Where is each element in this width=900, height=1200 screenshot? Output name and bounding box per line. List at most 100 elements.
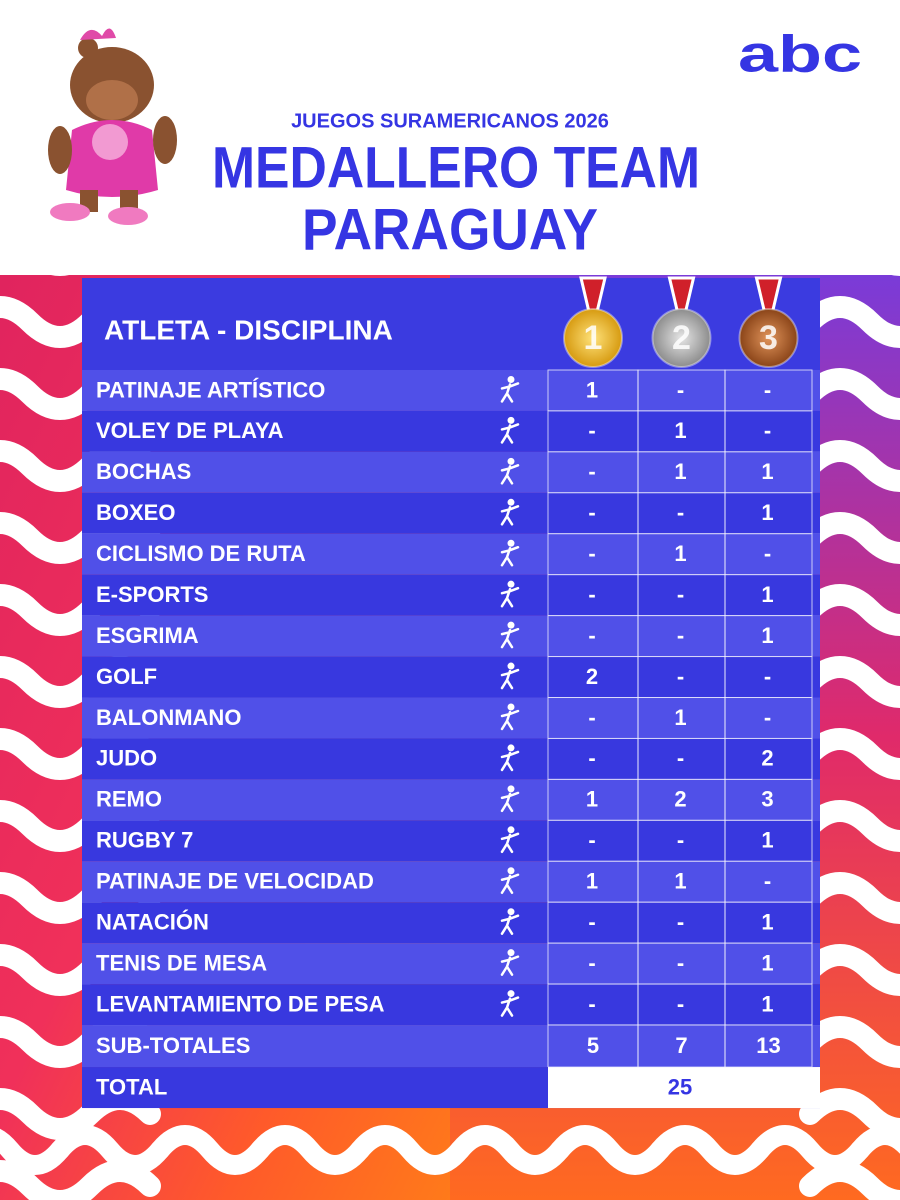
wave (799, 584, 900, 636)
medal-count: 1 (674, 541, 686, 566)
wave (350, 1125, 470, 1175)
medal (738, 308, 799, 368)
medal-count: - (588, 582, 595, 607)
medal-count: 1 (674, 705, 686, 730)
wave (50, 1125, 170, 1175)
medal-count: 1 (761, 910, 773, 935)
sport-icon (507, 785, 515, 793)
sport-icon (500, 382, 520, 403)
title-line: PARAGUAY (302, 197, 598, 262)
sport-icon (507, 744, 515, 752)
medal-count: 1 (586, 869, 598, 894)
wave (799, 872, 900, 924)
sport-icon (507, 621, 515, 629)
medal-count: - (764, 664, 771, 689)
wave (799, 944, 900, 996)
medal-count: - (588, 828, 595, 853)
sport-icon (507, 867, 515, 875)
sport-icon (507, 908, 515, 916)
medal-count: 1 (761, 950, 773, 975)
wave (799, 1016, 900, 1068)
medal-count: - (588, 746, 595, 771)
medal-count: - (677, 582, 684, 607)
subtotal-label: SUB-TOTALES (96, 1033, 250, 1058)
table-row (82, 738, 820, 780)
sport-icon (500, 545, 520, 567)
medal-count: - (677, 664, 684, 689)
medal-count: - (677, 991, 684, 1016)
medal-count: 1 (586, 377, 598, 402)
sport-icon (507, 990, 515, 998)
wave (799, 728, 900, 780)
table-row (82, 533, 820, 575)
medal-count: 2 (761, 746, 773, 771)
subtotal-value: 5 (587, 1033, 599, 1058)
sport-icon (500, 914, 520, 935)
discipline: REMO (96, 787, 162, 812)
sport-icon (507, 826, 515, 834)
medal-count: - (677, 746, 684, 771)
table-row (82, 656, 820, 698)
wave (550, 1125, 670, 1175)
sport-icon (500, 791, 520, 813)
discipline: PATINAJE ARTÍSTICO (96, 377, 325, 402)
medal-count: - (588, 418, 595, 443)
wave (799, 800, 900, 852)
medal-label: 3 (759, 319, 778, 357)
medal-count: - (764, 869, 771, 894)
medal-count: 2 (586, 664, 598, 689)
medal-count: - (588, 459, 595, 484)
total-value: 25 (668, 1074, 692, 1099)
wave (650, 1125, 770, 1175)
discipline: PATINAJE DE VELOCIDAD (96, 869, 374, 894)
wave (850, 1125, 900, 1160)
sport-icon (507, 539, 515, 547)
discipline: BALONMANO (96, 705, 241, 730)
medal-count: 1 (586, 787, 598, 812)
sport-icon (500, 750, 520, 772)
table-row (82, 451, 820, 493)
wave (450, 1125, 570, 1175)
medal-count: 1 (674, 418, 686, 443)
medal-count: - (588, 541, 595, 566)
table-row (82, 492, 820, 534)
logo: abc (738, 26, 862, 84)
sport-icon (507, 416, 515, 424)
medal-table: ATLETA - DISCIPLINA 1 2 3 PATINAJE ARTÍSTICO… (82, 276, 820, 1109)
discipline: VOLEY DE PLAYA (96, 418, 284, 443)
total-label: TOTAL (96, 1074, 167, 1099)
table-row (82, 943, 820, 985)
discipline: LEVANTAMIENTO DE PESA (96, 991, 385, 1016)
discipline: TENIS DE MESA (96, 950, 267, 975)
sport-icon (500, 709, 520, 731)
title-line: MEDALLERO TEAM (212, 135, 700, 200)
medal-count: - (588, 500, 595, 525)
discipline: GOLF (96, 664, 157, 689)
medal-count: 1 (761, 623, 773, 648)
medal-count: - (677, 500, 684, 525)
medal-count: - (677, 910, 684, 935)
medal-count: - (677, 950, 684, 975)
medal-count: - (588, 623, 595, 648)
discipline: ESGRIMA (96, 623, 199, 648)
medal-count: 1 (761, 828, 773, 853)
sport-icon (500, 505, 520, 526)
medal-count: - (588, 910, 595, 935)
medal-count: - (764, 541, 771, 566)
medal-count: - (764, 377, 771, 402)
table-heading: ATLETA - DISCIPLINA (104, 314, 393, 345)
table-row (82, 697, 820, 739)
mascot (48, 28, 177, 225)
medal-count: - (764, 705, 771, 730)
sport-icon (500, 586, 520, 608)
medal-count: - (588, 950, 595, 975)
wave (250, 1125, 370, 1175)
sport-icon (507, 580, 515, 588)
discipline: E-SPORTS (96, 582, 208, 607)
table-row (82, 1025, 820, 1068)
medal-label: 1 (584, 319, 603, 357)
medal-count: - (588, 705, 595, 730)
table-row (82, 370, 820, 411)
discipline: BOXEO (96, 500, 175, 525)
